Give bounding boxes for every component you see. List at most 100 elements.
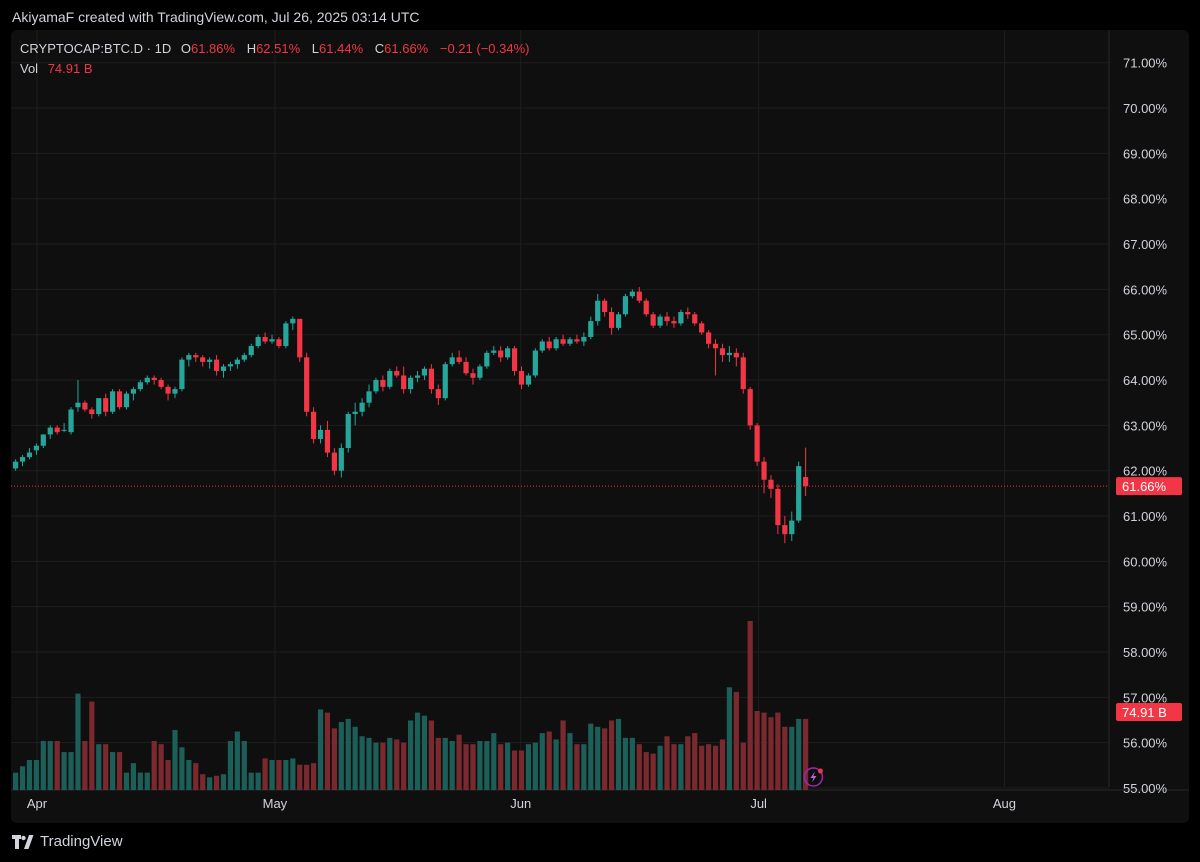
candle-body bbox=[449, 357, 455, 365]
volume-bar bbox=[421, 715, 428, 790]
time-tick-label: Jun bbox=[510, 796, 531, 811]
volume-bar bbox=[304, 764, 310, 790]
volume-bar bbox=[103, 744, 109, 790]
candle-body bbox=[380, 380, 386, 387]
high-value: 62.51% bbox=[256, 41, 301, 56]
volume-bar bbox=[803, 718, 809, 790]
candle-body bbox=[26, 452, 33, 458]
price-tick-label: 69.00% bbox=[1123, 146, 1168, 161]
candle-body bbox=[186, 355, 192, 360]
volume-bar bbox=[595, 726, 601, 790]
volume-bar bbox=[664, 736, 670, 790]
price-tick-label: 71.00% bbox=[1123, 56, 1168, 71]
volume-bar bbox=[366, 737, 372, 790]
volume-bar bbox=[241, 741, 247, 790]
candle-body bbox=[172, 389, 178, 394]
volume-bar bbox=[692, 733, 698, 790]
candle-body bbox=[629, 291, 635, 297]
volume-bar bbox=[359, 736, 365, 790]
volume-bar bbox=[525, 744, 532, 790]
volume-bar bbox=[193, 763, 199, 790]
candle-body bbox=[165, 386, 171, 394]
candle-body bbox=[775, 488, 781, 526]
lightning-icon[interactable] bbox=[803, 767, 824, 787]
last-price-tag bbox=[1116, 477, 1182, 496]
time-tick-label: Jul bbox=[750, 796, 767, 811]
chart-credit: AkiyamaF created with TradingView.com, J… bbox=[0, 0, 1200, 34]
volume-bar bbox=[186, 759, 192, 790]
volume-bar bbox=[636, 744, 642, 790]
volume-bar bbox=[796, 718, 802, 790]
notification-dot bbox=[817, 768, 823, 774]
volume-bar bbox=[123, 772, 130, 790]
candle-body bbox=[782, 525, 788, 535]
volume-bar bbox=[671, 744, 677, 790]
volume-bar bbox=[310, 763, 317, 790]
candle-body bbox=[283, 323, 289, 347]
volume-tag-label: 74.91 B bbox=[1122, 705, 1167, 720]
candle-body bbox=[47, 427, 53, 435]
candle-body bbox=[539, 341, 545, 351]
volume-bar bbox=[754, 711, 760, 790]
volume-bar bbox=[650, 753, 656, 790]
volume-bar bbox=[26, 759, 33, 790]
volume-bar bbox=[75, 693, 81, 790]
volume-label[interactable]: Vol bbox=[20, 61, 39, 76]
volume-bar bbox=[761, 712, 767, 790]
candle-body bbox=[123, 393, 130, 408]
candle-body bbox=[68, 409, 74, 433]
candle-body bbox=[685, 312, 691, 315]
candle-body bbox=[664, 316, 670, 322]
volume-bar bbox=[96, 744, 102, 790]
volume-bar bbox=[394, 739, 400, 790]
candle-body bbox=[574, 339, 580, 342]
candlestick-chart[interactable]: 71.00% 70.00% 69.00% 68.00% 67.00% 66.00% 65.0… bbox=[11, 30, 1189, 823]
candle-body bbox=[151, 377, 157, 381]
symbol-legend: CRYPTOCAP:BTC.D · 1D O61.86% H62.51% L61… bbox=[20, 39, 529, 79]
tradingview-logo-icon bbox=[12, 834, 34, 849]
candle-body bbox=[130, 389, 137, 394]
volume-bar bbox=[82, 741, 88, 790]
volume-bar bbox=[712, 745, 719, 790]
candle-body bbox=[657, 316, 663, 326]
change-value: −0.21 (−0.34%) bbox=[439, 41, 530, 56]
volume-tag bbox=[1116, 703, 1182, 721]
chart-panel[interactable]: 71.00% 70.00% 69.00% 68.00% 67.00% 66.00% 65.0… bbox=[11, 30, 1189, 823]
volume-bar bbox=[699, 745, 705, 790]
price-tick-label: 65.00% bbox=[1123, 328, 1168, 343]
symbol-name[interactable]: CRYPTOCAP:BTC.D · 1D bbox=[20, 41, 172, 56]
candle-body bbox=[324, 429, 331, 453]
volume-bar bbox=[567, 733, 573, 790]
tradingview-brand[interactable]: TradingView bbox=[12, 833, 123, 850]
volume-bar bbox=[213, 775, 220, 790]
candle-body bbox=[747, 389, 753, 426]
volume-bar bbox=[511, 750, 518, 790]
volume-bar bbox=[262, 758, 268, 790]
volume-bar bbox=[491, 733, 497, 790]
candle-body bbox=[505, 348, 511, 358]
price-tick-label: 64.00% bbox=[1123, 373, 1168, 388]
time-tick-label: May bbox=[263, 796, 288, 811]
candle-body bbox=[89, 409, 95, 415]
volume-bar bbox=[428, 720, 434, 790]
volume-bar bbox=[532, 742, 538, 790]
candle-body bbox=[255, 336, 261, 347]
volume-bar bbox=[116, 752, 123, 790]
volume-bar bbox=[110, 752, 116, 790]
candle-body bbox=[401, 375, 407, 390]
time-tick-label: Aug bbox=[993, 796, 1016, 811]
candle-body bbox=[442, 364, 448, 399]
candle-body bbox=[408, 377, 414, 390]
candle-body bbox=[678, 312, 684, 324]
candle-body bbox=[227, 364, 234, 367]
price-tick-label: 70.00% bbox=[1123, 101, 1168, 116]
candle-body bbox=[269, 339, 275, 342]
price-tick-label: 67.00% bbox=[1123, 237, 1168, 252]
open-value: 61.86% bbox=[190, 41, 236, 56]
volume-bar bbox=[629, 737, 635, 790]
candle-body bbox=[498, 350, 504, 358]
volume-bar bbox=[40, 741, 46, 790]
volume-bar bbox=[324, 712, 331, 790]
volume-bar bbox=[588, 723, 594, 790]
volume-bar bbox=[657, 745, 663, 790]
